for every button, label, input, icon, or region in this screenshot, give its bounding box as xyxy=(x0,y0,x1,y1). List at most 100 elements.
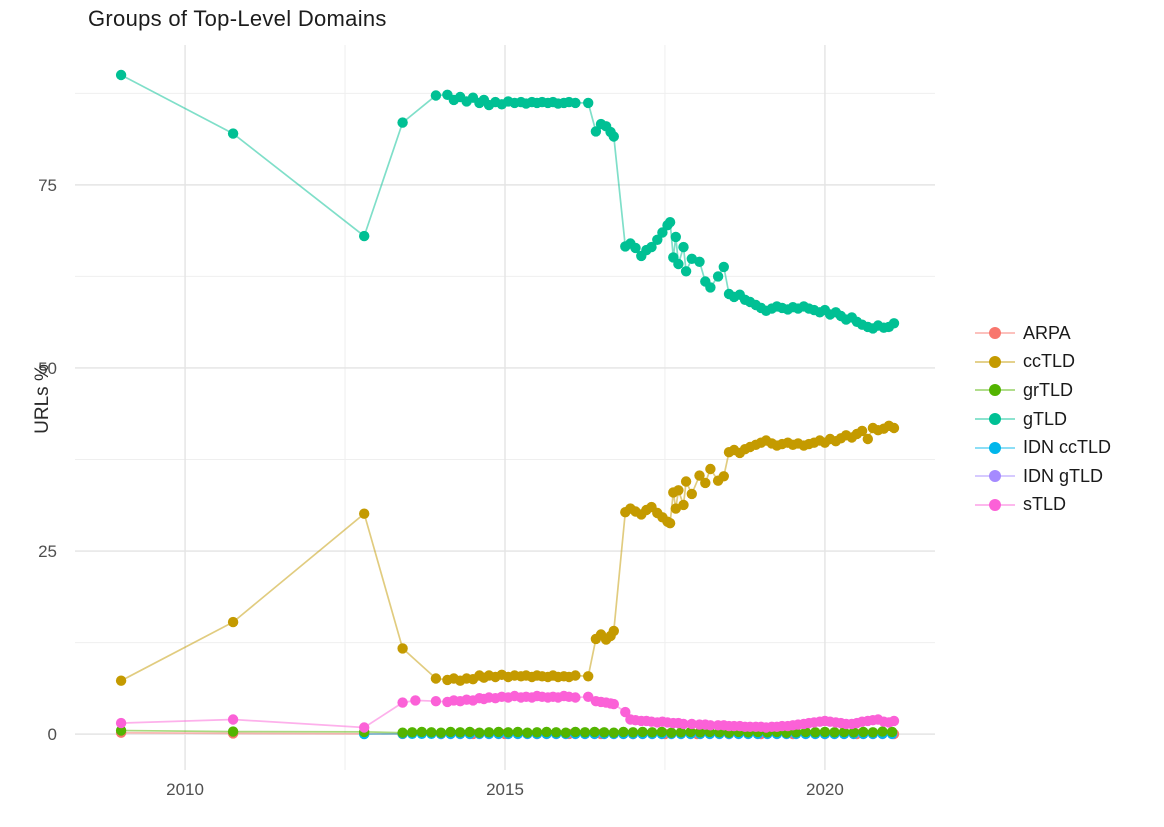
data-point xyxy=(877,726,888,737)
data-point xyxy=(678,499,689,511)
data-point xyxy=(637,726,648,738)
data-point xyxy=(359,508,370,519)
data-point xyxy=(886,726,898,738)
data-point xyxy=(426,727,437,738)
data-point xyxy=(678,718,689,730)
data-point xyxy=(694,470,705,481)
data-point xyxy=(888,715,900,727)
data-point xyxy=(493,726,504,738)
data-point xyxy=(397,697,408,708)
data-point xyxy=(810,727,821,738)
legend-dot-swatch xyxy=(989,413,1001,426)
data-point xyxy=(627,727,639,738)
data-point xyxy=(664,217,676,228)
data-point xyxy=(359,722,370,733)
legend-label: ccTLD xyxy=(1023,351,1076,372)
data-point xyxy=(705,720,716,731)
legend-item-grTLD: grTLD xyxy=(975,376,1111,405)
legend-label: ARPA xyxy=(1023,322,1071,343)
data-point xyxy=(599,727,610,738)
data-point xyxy=(647,727,658,738)
data-point xyxy=(608,698,619,710)
data-point xyxy=(686,488,697,500)
legend-key xyxy=(975,438,1015,458)
y-tick-label: 0 xyxy=(48,725,57,744)
data-point xyxy=(680,476,692,487)
data-point xyxy=(656,726,667,738)
legend-dot-swatch xyxy=(989,470,1001,483)
data-point xyxy=(657,227,668,238)
data-point xyxy=(115,725,127,736)
data-point xyxy=(522,727,533,738)
data-point xyxy=(359,230,370,242)
data-point xyxy=(560,727,571,738)
data-point xyxy=(829,727,840,738)
data-point xyxy=(531,727,543,738)
data-point xyxy=(474,727,485,738)
data-point xyxy=(685,726,696,738)
data-point xyxy=(430,696,442,707)
data-point xyxy=(608,131,619,142)
data-point xyxy=(227,726,239,737)
data-point xyxy=(430,673,442,684)
data-point xyxy=(570,97,581,109)
data-point xyxy=(115,69,127,81)
series-points-gTLD xyxy=(115,69,900,334)
data-point xyxy=(664,518,676,529)
data-point xyxy=(712,271,724,282)
data-point xyxy=(227,128,239,139)
x-tick-label: 2020 xyxy=(806,780,844,799)
data-point xyxy=(570,692,581,703)
legend-dot-swatch xyxy=(989,384,1001,397)
legend-key xyxy=(975,466,1015,486)
data-point xyxy=(115,675,127,686)
legend-item-sTLD: sTLD xyxy=(975,491,1111,520)
legend-label: gTLD xyxy=(1023,408,1068,429)
data-point xyxy=(678,241,689,253)
x-tick-label: 2015 xyxy=(486,780,524,799)
data-point xyxy=(503,727,514,738)
data-point xyxy=(579,727,591,738)
data-point xyxy=(483,727,495,738)
data-point xyxy=(445,726,456,738)
legend-item-ARPA: ARPA xyxy=(975,319,1111,348)
data-point xyxy=(583,97,594,109)
data-point xyxy=(673,258,684,270)
legend-key xyxy=(975,323,1015,343)
data-point xyxy=(590,126,602,137)
data-point xyxy=(700,477,711,489)
legend-label: IDN ccTLD xyxy=(1023,437,1112,458)
data-point xyxy=(583,671,594,682)
data-point xyxy=(800,726,811,738)
data-point xyxy=(410,695,421,706)
data-point xyxy=(620,706,631,718)
data-point xyxy=(666,727,677,738)
data-point xyxy=(416,726,427,738)
data-point xyxy=(670,231,681,243)
data-point xyxy=(407,727,418,738)
chart-title: Groups of Top-Level Domains xyxy=(88,6,387,31)
data-point xyxy=(673,485,684,496)
data-point xyxy=(455,727,466,738)
y-tick-label: 25 xyxy=(38,542,57,561)
data-point xyxy=(856,425,868,437)
data-point xyxy=(718,261,729,273)
data-point xyxy=(867,727,879,738)
data-point xyxy=(115,717,127,729)
data-point xyxy=(227,714,239,725)
series-line-gTLD xyxy=(120,74,895,330)
legend-dot-swatch xyxy=(989,355,1001,368)
data-point xyxy=(686,718,697,730)
data-point xyxy=(570,726,581,738)
data-point xyxy=(888,422,900,434)
legend-dot-swatch xyxy=(989,327,1001,340)
legend-key xyxy=(975,495,1015,515)
data-point xyxy=(848,727,859,738)
data-point xyxy=(694,256,705,267)
data-point xyxy=(652,234,663,245)
data-point xyxy=(646,241,657,253)
legend: ARPA ccTLD grTLD gTLD IDN ccTLD IDN gTLD sTLD xyxy=(975,319,1111,519)
data-point xyxy=(512,726,523,738)
